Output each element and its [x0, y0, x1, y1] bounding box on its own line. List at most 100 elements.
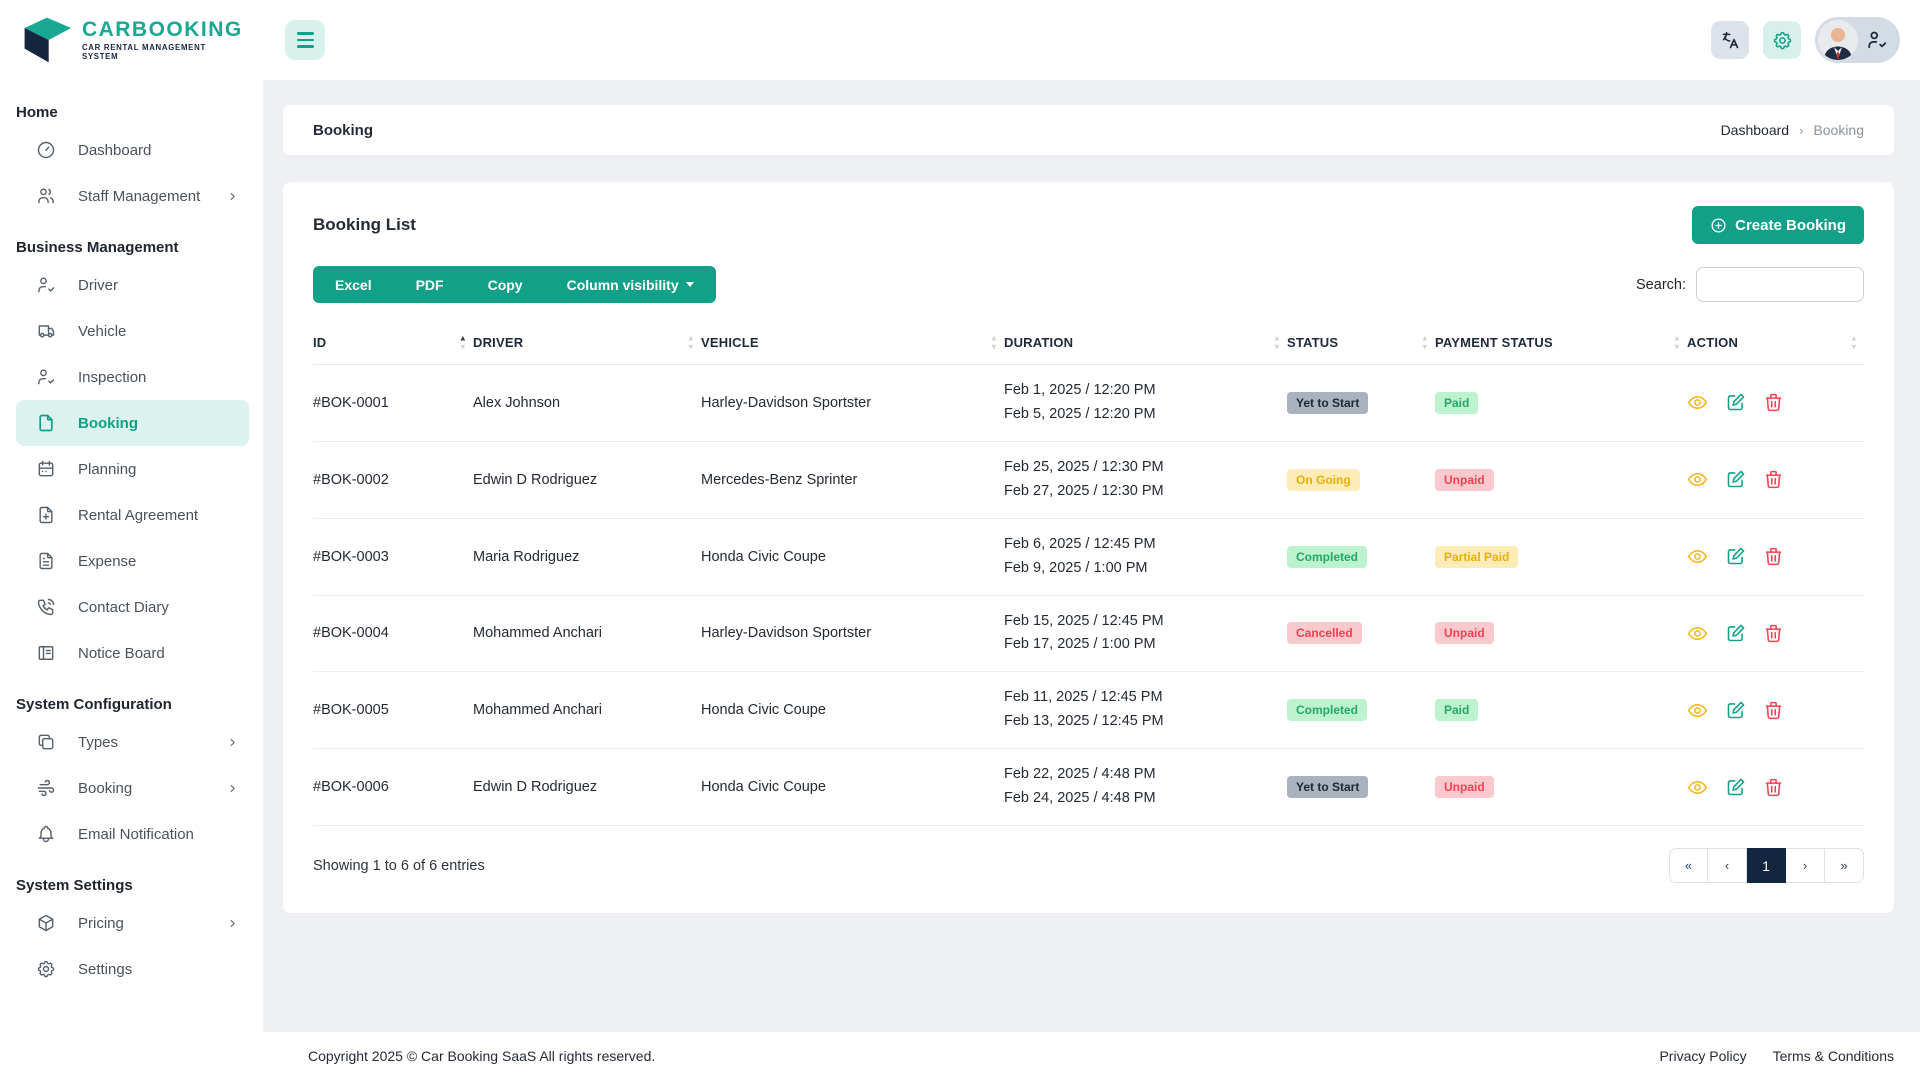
- sidebar-item-types[interactable]: Types: [16, 719, 249, 765]
- privacy-policy-link[interactable]: Privacy Policy: [1659, 1048, 1747, 1064]
- pagination-last-button[interactable]: »: [1825, 848, 1864, 884]
- payment-status-cell: Paid: [1435, 364, 1687, 442]
- page-footer: Copyright 2025 © Car Booking SaaS All ri…: [263, 1032, 1920, 1080]
- duration-from: Feb 15, 2025 / 12:45 PM: [1004, 612, 1164, 629]
- user-check-icon: [36, 275, 56, 295]
- pagination-first-button[interactable]: «: [1669, 848, 1708, 884]
- edit-icon: [1725, 777, 1746, 798]
- edit-button[interactable]: [1725, 777, 1746, 798]
- edit-button[interactable]: [1725, 700, 1746, 721]
- sidebar-item-booking-config[interactable]: Booking: [16, 765, 249, 811]
- sidebar-item-vehicle[interactable]: Vehicle: [16, 308, 249, 354]
- user-menu[interactable]: [1815, 17, 1900, 63]
- vehicle-cell: Harley-Davidson Sportster: [701, 595, 1004, 673]
- column-header-vehicle[interactable]: VEHICLE ▲ ▼: [701, 321, 1004, 365]
- view-button[interactable]: [1687, 469, 1708, 490]
- delete-button[interactable]: [1763, 469, 1784, 490]
- theme-settings-button[interactable]: [1763, 21, 1801, 59]
- payment-status-badge: Unpaid: [1435, 776, 1494, 799]
- sidebar-item-booking[interactable]: Booking: [16, 400, 249, 446]
- sidebar-item-driver[interactable]: Driver: [16, 262, 249, 308]
- users-icon: [36, 186, 56, 206]
- board-icon: [36, 643, 56, 663]
- pagination-prev-button[interactable]: ‹: [1708, 848, 1747, 884]
- duration-to: Feb 9, 2025 / 1:00 PM: [1004, 559, 1148, 576]
- calendar-icon: [36, 459, 56, 479]
- sidebar-item-label: Types: [78, 733, 119, 751]
- search-input[interactable]: [1696, 267, 1864, 302]
- duration-from: Feb 1, 2025 / 12:20 PM: [1004, 382, 1156, 398]
- vehicle-cell: Honda Civic Coupe: [701, 671, 1004, 750]
- column-header-status[interactable]: STATUS ▲ ▼: [1287, 321, 1435, 365]
- breadcrumb-dashboard-link[interactable]: Dashboard: [1720, 122, 1790, 138]
- brand-logo[interactable]: CARBOOKING CAR RENTAL MANAGEMENT SYSTEM: [0, 0, 263, 80]
- pagination-page-1-button[interactable]: 1: [1747, 848, 1786, 884]
- edit-button[interactable]: [1725, 469, 1746, 490]
- sidebar-item-expense[interactable]: Expense: [16, 538, 249, 584]
- export-pdf-button[interactable]: PDF: [394, 266, 466, 303]
- sidebar-item-staff-management[interactable]: Staff Management: [16, 173, 249, 219]
- language-button[interactable]: [1711, 21, 1749, 59]
- payment-status-cell: Unpaid: [1435, 748, 1687, 827]
- sidebar-item-rental-agreement[interactable]: Rental Agreement: [16, 492, 249, 538]
- column-header-payment-status[interactable]: PAYMENT STATUS ▲ ▼: [1435, 321, 1687, 365]
- booking-id-cell: #BOK-0005: [313, 671, 473, 750]
- view-button[interactable]: [1687, 777, 1708, 798]
- column-header-duration[interactable]: DURATION ▲ ▼: [1004, 321, 1287, 365]
- column-header-driver[interactable]: DRIVER ▲ ▼: [473, 321, 701, 365]
- pagination-next-button[interactable]: ›: [1786, 848, 1825, 884]
- sidebar-item-planning[interactable]: Planning: [16, 446, 249, 492]
- sidebar-item-label: Expense: [78, 552, 137, 570]
- column-header-action[interactable]: ACTION ▲ ▼: [1687, 321, 1864, 365]
- sidebar-item-contact-diary[interactable]: Contact Diary: [16, 584, 249, 630]
- action-cell: [1687, 595, 1864, 673]
- edit-button[interactable]: [1725, 623, 1746, 644]
- sidebar-item-dashboard[interactable]: Dashboard: [16, 127, 249, 173]
- vehicle-cell: Harley-Davidson Sportster: [701, 364, 1004, 442]
- sidebar-item-inspection[interactable]: Inspection: [16, 354, 249, 400]
- duration-from: Feb 6, 2025 / 12:45 PM: [1004, 535, 1156, 552]
- edit-button[interactable]: [1725, 546, 1746, 567]
- create-booking-button[interactable]: Create Booking: [1692, 206, 1864, 244]
- chevron-right-icon: [226, 736, 239, 749]
- view-button[interactable]: [1687, 623, 1708, 644]
- sidebar-item-label: Notice Board: [78, 644, 165, 662]
- table-row: #BOK-0006 Edwin D Rodriguez Honda Civic …: [313, 748, 1864, 827]
- duration-to: Feb 24, 2025 / 4:48 PM: [1004, 790, 1156, 807]
- delete-button[interactable]: [1763, 700, 1784, 721]
- view-button[interactable]: [1687, 546, 1708, 567]
- export-copy-button[interactable]: Copy: [466, 266, 545, 303]
- caret-down-icon: [685, 282, 694, 287]
- duration-cell: Feb 25, 2025 / 12:30 PM Feb 27, 2025 / 1…: [1004, 441, 1287, 519]
- sidebar-toggle-button[interactable]: [285, 20, 325, 60]
- page-title: Booking: [313, 121, 373, 139]
- column-header-id[interactable]: ID ▲ ▼: [313, 321, 473, 365]
- view-button[interactable]: [1687, 700, 1708, 721]
- trash-icon: [1763, 623, 1784, 644]
- action-cell: [1687, 364, 1864, 442]
- sidebar-item-email-notification[interactable]: Email Notification: [16, 811, 249, 857]
- sidebar-item-notice-board[interactable]: Notice Board: [16, 630, 249, 676]
- sidebar-item-pricing[interactable]: Pricing: [16, 900, 249, 946]
- breadcrumb-current: Booking: [1813, 122, 1864, 138]
- column-visibility-dropdown[interactable]: Column visibility: [545, 266, 716, 303]
- sidebar-item-settings[interactable]: Settings: [16, 946, 249, 992]
- delete-button[interactable]: [1763, 392, 1784, 413]
- trash-icon: [1763, 546, 1784, 567]
- payment-status-cell: Unpaid: [1435, 595, 1687, 673]
- delete-button[interactable]: [1763, 546, 1784, 567]
- delete-button[interactable]: [1763, 777, 1784, 798]
- action-cell: [1687, 518, 1864, 596]
- view-button[interactable]: [1687, 392, 1708, 413]
- edit-icon: [1725, 700, 1746, 721]
- export-excel-button[interactable]: Excel: [313, 266, 394, 303]
- translate-icon: [1720, 30, 1741, 51]
- status-cell: Cancelled: [1287, 595, 1435, 673]
- gear-icon: [36, 959, 56, 979]
- edit-button[interactable]: [1725, 392, 1746, 413]
- content-area: Booking Dashboard › Booking Booking List…: [263, 80, 1920, 1032]
- delete-button[interactable]: [1763, 623, 1784, 644]
- sort-icons: ▲ ▼: [458, 333, 467, 351]
- terms-conditions-link[interactable]: Terms & Conditions: [1772, 1048, 1894, 1064]
- pagination: « ‹ 1 › »: [1669, 848, 1864, 884]
